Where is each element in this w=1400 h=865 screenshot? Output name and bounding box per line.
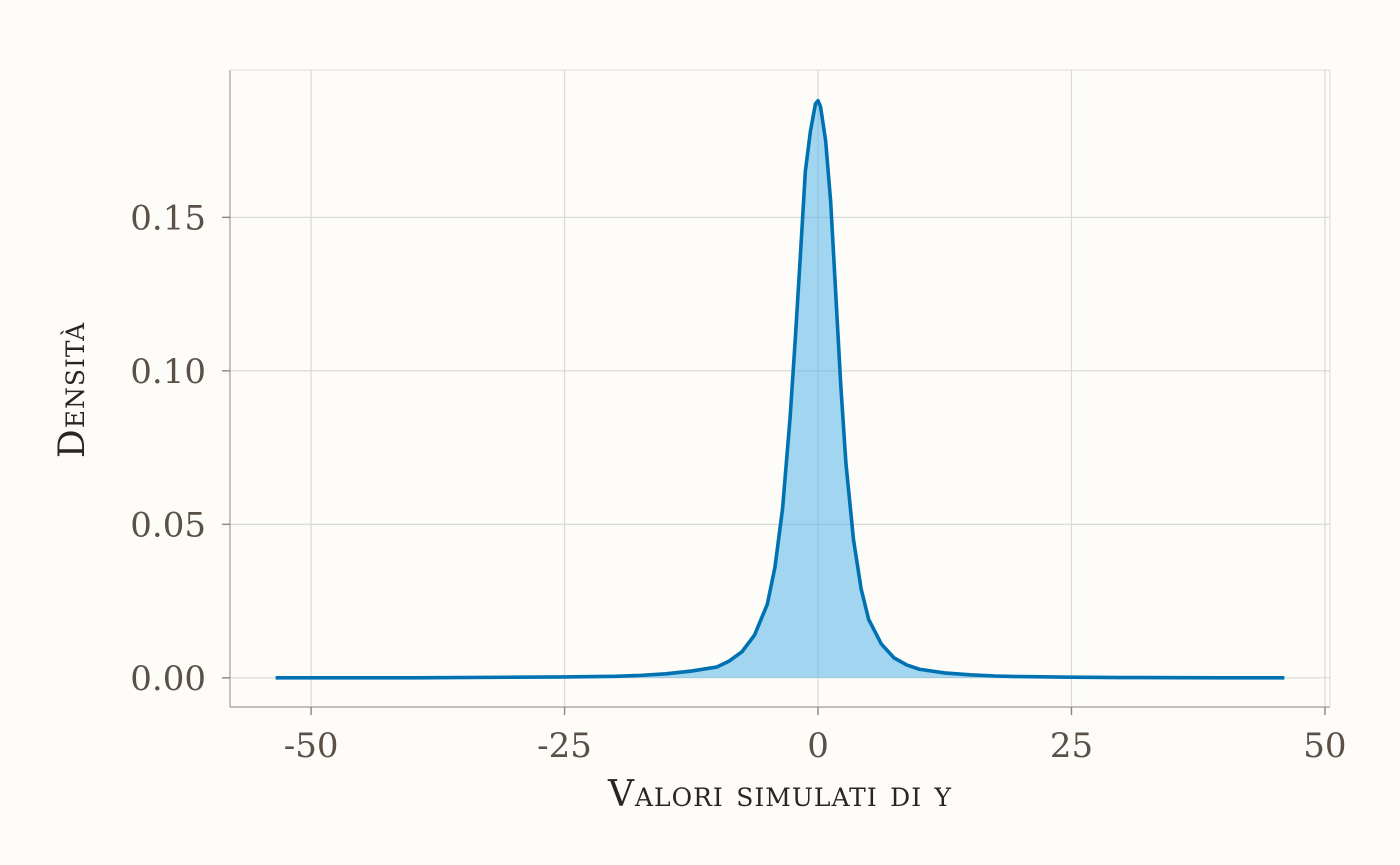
y-axis-title: Densità (52, 322, 93, 458)
x-tick-label: 50 (1303, 726, 1346, 766)
x-axis-title: Valori simulati di y (607, 774, 952, 815)
y-tick-label: 0.00 (130, 659, 206, 699)
x-tick-label: -25 (537, 726, 592, 766)
density-area (275, 100, 1285, 678)
x-tick-label: -50 (284, 726, 339, 766)
x-tick-label: 0 (807, 726, 829, 766)
y-tick-label: 0.15 (130, 198, 206, 238)
density-line (275, 98, 1285, 680)
frame-layer (229, 69, 1331, 708)
tick-layer: -50 -25 0 25 50 0.00 0.05 0.10 0.15 (130, 198, 1346, 766)
y-tick-label: 0.10 (130, 352, 206, 392)
area-layer (275, 98, 1285, 680)
y-tick-label: 0.05 (130, 505, 206, 545)
x-tick-label: 25 (1050, 726, 1093, 766)
